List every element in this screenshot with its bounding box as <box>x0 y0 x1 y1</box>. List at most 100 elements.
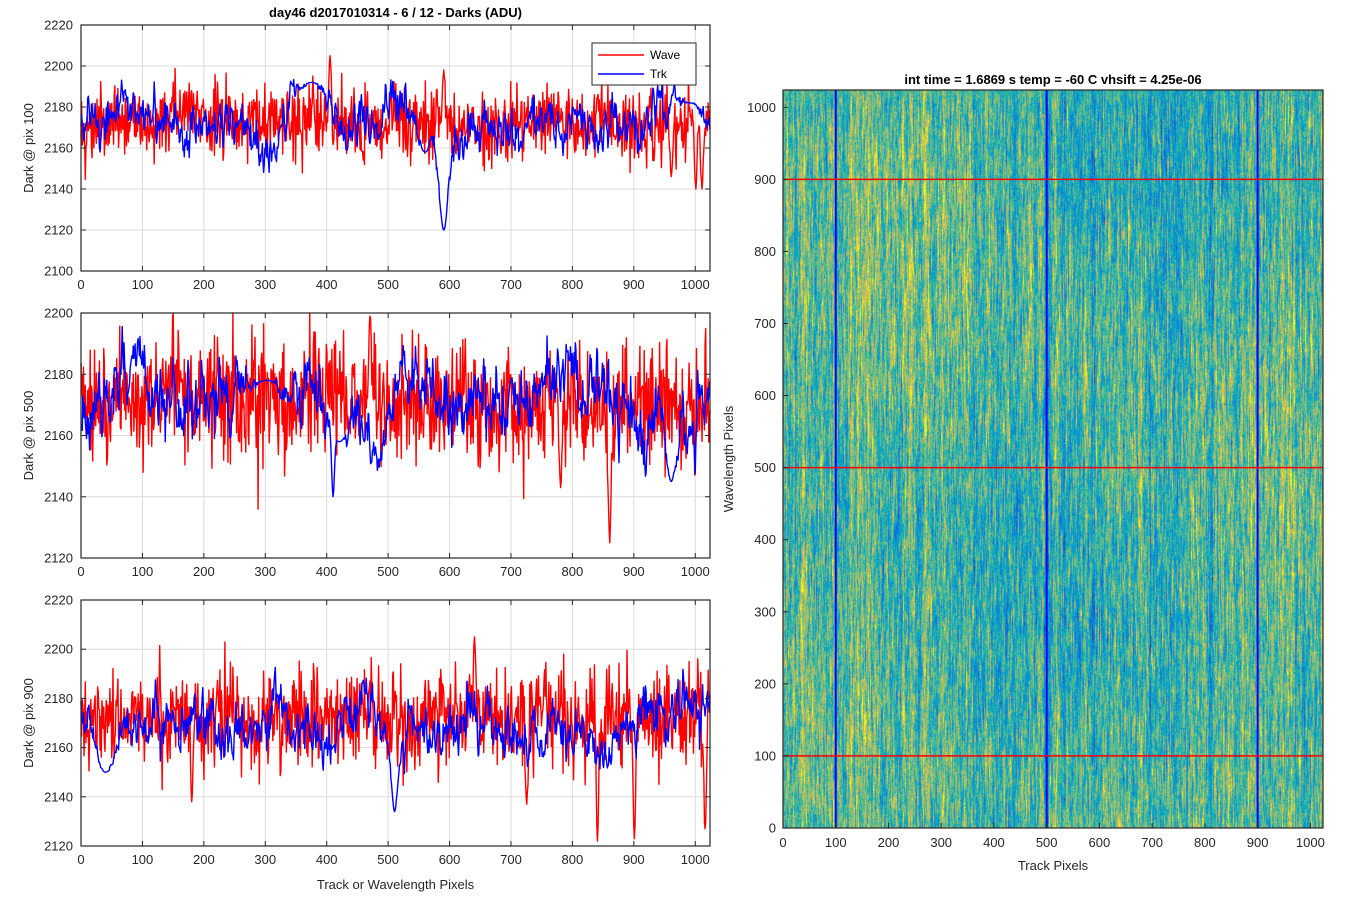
legend-label-wave: Wave <box>650 48 681 62</box>
x-tick-label: 0 <box>77 852 84 867</box>
x-tick-label: 0 <box>77 564 84 579</box>
x-tick-label: 700 <box>500 852 522 867</box>
series-line-trk <box>80 78 711 231</box>
legend-label-trk: Trk <box>650 67 668 81</box>
x-tick-label: 200 <box>193 564 215 579</box>
y-tick-label: 2160 <box>44 740 73 755</box>
y-tick-label: 600 <box>754 388 776 403</box>
x-tick-label: 0 <box>779 835 786 850</box>
y-axis-label: Wavelength Pixels <box>721 405 736 512</box>
line-panel-pix-900: 0 100 200 300 400 500 600 700 800 900 1000 2120 2140… <box>21 593 711 892</box>
x-tick-label: 900 <box>1247 835 1269 850</box>
x-tick-label: 500 <box>377 852 399 867</box>
x-tick-label: 800 <box>562 852 584 867</box>
x-tick-label: 200 <box>193 277 215 292</box>
x-tick-label: 1000 <box>681 852 710 867</box>
chart-title: day46 d2017010314 - 6 / 12 - Darks (ADU) <box>269 5 522 20</box>
x-tick-label: 1000 <box>1296 835 1325 850</box>
heatmap-image-container <box>783 90 1323 828</box>
x-tick-label: 500 <box>1036 835 1058 850</box>
y-tick-label: 2180 <box>44 691 73 706</box>
y-tick-label: 2220 <box>44 593 73 608</box>
y-tick-label: 2140 <box>44 182 73 197</box>
x-tick-label: 100 <box>132 852 154 867</box>
x-tick-label: 200 <box>193 852 215 867</box>
axes-frame <box>782 89 1324 829</box>
y-tick-label: 2200 <box>44 306 73 321</box>
x-tick-label: 0 <box>77 277 84 292</box>
x-tick-label: 800 <box>562 277 584 292</box>
x-tick-label: 900 <box>623 852 645 867</box>
x-tick-label: 100 <box>132 277 154 292</box>
x-tick-label: 500 <box>377 277 399 292</box>
y-tick-label: 2160 <box>44 428 73 443</box>
series-line-trk <box>80 666 711 813</box>
legend: Wave Trk <box>591 42 697 86</box>
heatmap-panel: 0 100 200 300 400 500 600 700 800 900 1000 0 100 200 3… <box>721 72 1325 873</box>
y-tick-label: 200 <box>754 676 776 691</box>
panel-ticks: 0 100 200 300 400 500 600 700 800 900 1000 2120 2140… <box>44 593 710 867</box>
legend-box <box>591 42 697 86</box>
series-line-trk <box>80 325 711 498</box>
y-tick-label: 2120 <box>44 223 73 238</box>
panel-ticks: 0 100 200 300 400 500 600 700 800 900 1000 2100 2120… <box>44 18 710 292</box>
panel-series <box>80 55 711 231</box>
x-axis-label: Track Pixels <box>1018 858 1089 873</box>
y-tick-label: 1000 <box>747 100 776 115</box>
x-tick-label: 200 <box>878 835 900 850</box>
marker-lines <box>783 90 1323 828</box>
series-line-wave <box>80 636 711 842</box>
y-axis-label: Dark @ pix 100 <box>21 103 36 193</box>
x-tick-label: 400 <box>983 835 1005 850</box>
x-tick-label: 800 <box>562 564 584 579</box>
x-tick-label: 600 <box>439 277 461 292</box>
x-tick-label: 700 <box>500 564 522 579</box>
x-axis-label: Track or Wavelength Pixels <box>317 877 475 892</box>
axes-frame <box>80 599 711 847</box>
x-tick-label: 400 <box>316 277 338 292</box>
x-tick-label: 900 <box>623 277 645 292</box>
y-tick-label: 2220 <box>44 18 73 33</box>
heatmap-title: int time = 1.6869 s temp = -60 C vhsift … <box>904 72 1201 87</box>
y-tick-label: 0 <box>769 821 776 836</box>
heatmap-image <box>783 90 1323 828</box>
y-tick-label: 2160 <box>44 141 73 156</box>
x-tick-label: 300 <box>254 564 276 579</box>
x-tick-label: 400 <box>316 852 338 867</box>
line-panel-pix-500: 0 100 200 300 400 500 600 700 800 900 1000 2120 2140… <box>21 306 711 579</box>
x-tick-label: 300 <box>254 852 276 867</box>
y-axis-label: Dark @ pix 900 <box>21 678 36 768</box>
y-tick-label: 500 <box>754 460 776 475</box>
y-tick-label: 2200 <box>44 642 73 657</box>
y-tick-label: 2140 <box>44 489 73 504</box>
y-tick-label: 2200 <box>44 59 73 74</box>
panel-series <box>80 636 711 842</box>
x-tick-label: 100 <box>825 835 847 850</box>
y-tick-label: 900 <box>754 172 776 187</box>
y-tick-label: 2180 <box>44 100 73 115</box>
x-tick-label: 1000 <box>681 277 710 292</box>
y-tick-label: 2120 <box>44 551 73 566</box>
y-axis-label: Dark @ pix 500 <box>21 391 36 481</box>
x-tick-label: 900 <box>623 564 645 579</box>
series-line-wave <box>80 312 711 544</box>
y-tick-label: 2140 <box>44 789 73 804</box>
x-tick-label: 600 <box>1089 835 1111 850</box>
y-tick-label: 2180 <box>44 367 73 382</box>
x-tick-label: 500 <box>377 564 399 579</box>
x-tick-label: 600 <box>439 852 461 867</box>
x-tick-label: 100 <box>132 564 154 579</box>
x-tick-label: 300 <box>930 835 952 850</box>
x-tick-label: 300 <box>254 277 276 292</box>
x-tick-label: 400 <box>316 564 338 579</box>
y-tick-label: 800 <box>754 244 776 259</box>
line-panel-pix-100: 0 100 200 300 400 500 600 700 800 900 1000 2100 2120… <box>21 5 711 292</box>
x-tick-label: 700 <box>1141 835 1163 850</box>
x-tick-label: 800 <box>1194 835 1216 850</box>
y-tick-label: 100 <box>754 748 776 763</box>
y-tick-label: 2100 <box>44 264 73 279</box>
panel-ticks: 0 100 200 300 400 500 600 700 800 900 1000 0 100 200 3… <box>747 100 1325 850</box>
panel-series <box>80 312 711 544</box>
y-tick-label: 300 <box>754 604 776 619</box>
